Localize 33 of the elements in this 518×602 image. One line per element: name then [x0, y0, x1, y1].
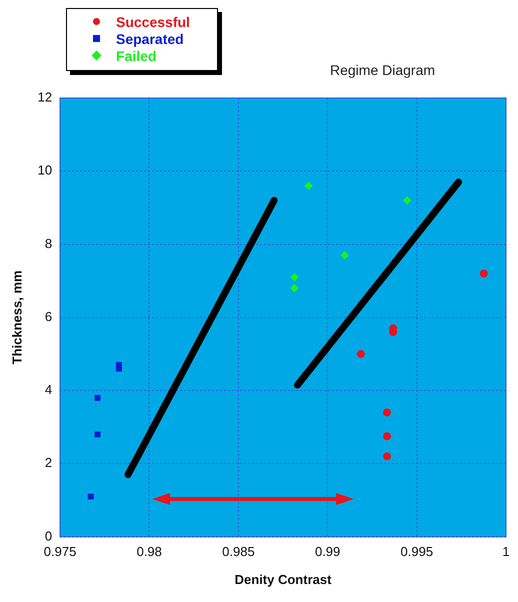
point	[94, 431, 100, 438]
point	[383, 452, 392, 460]
point	[383, 408, 392, 416]
legend-label: Separated	[116, 30, 184, 46]
y-tick-label: 6	[44, 308, 52, 324]
point	[480, 270, 488, 278]
point	[290, 284, 298, 292]
point	[304, 182, 313, 190]
x-tick-label: 0.99	[314, 544, 340, 560]
x-tick-label: 0.975	[44, 544, 76, 560]
x-tick-label: 0.98	[136, 544, 162, 560]
y-axis-title: Thickness, mm	[9, 270, 24, 364]
y-tick-label: 0	[44, 528, 52, 544]
x-tick-label: 1	[502, 544, 510, 560]
x-tick-label: 0.985	[222, 544, 255, 560]
chart-title: Regime Diagram	[330, 62, 436, 78]
point	[403, 196, 412, 204]
legend-label: Failed	[116, 48, 156, 64]
point	[383, 432, 392, 440]
legend-label: Successful	[116, 14, 190, 30]
x-tick-label: 0.995	[400, 544, 434, 560]
point	[94, 394, 100, 401]
point	[340, 251, 349, 260]
point	[290, 273, 298, 282]
y-tick-label: 8	[44, 236, 52, 251]
point	[88, 494, 94, 500]
point	[116, 362, 122, 368]
point	[356, 350, 365, 358]
y-tick-label: 4	[44, 382, 52, 398]
y-tick-label: 10	[38, 162, 52, 178]
y-tick-label: 12	[38, 90, 52, 105]
x-axis-title: Denity Contrast	[234, 572, 332, 587]
y-tick-label: 2	[44, 455, 52, 470]
